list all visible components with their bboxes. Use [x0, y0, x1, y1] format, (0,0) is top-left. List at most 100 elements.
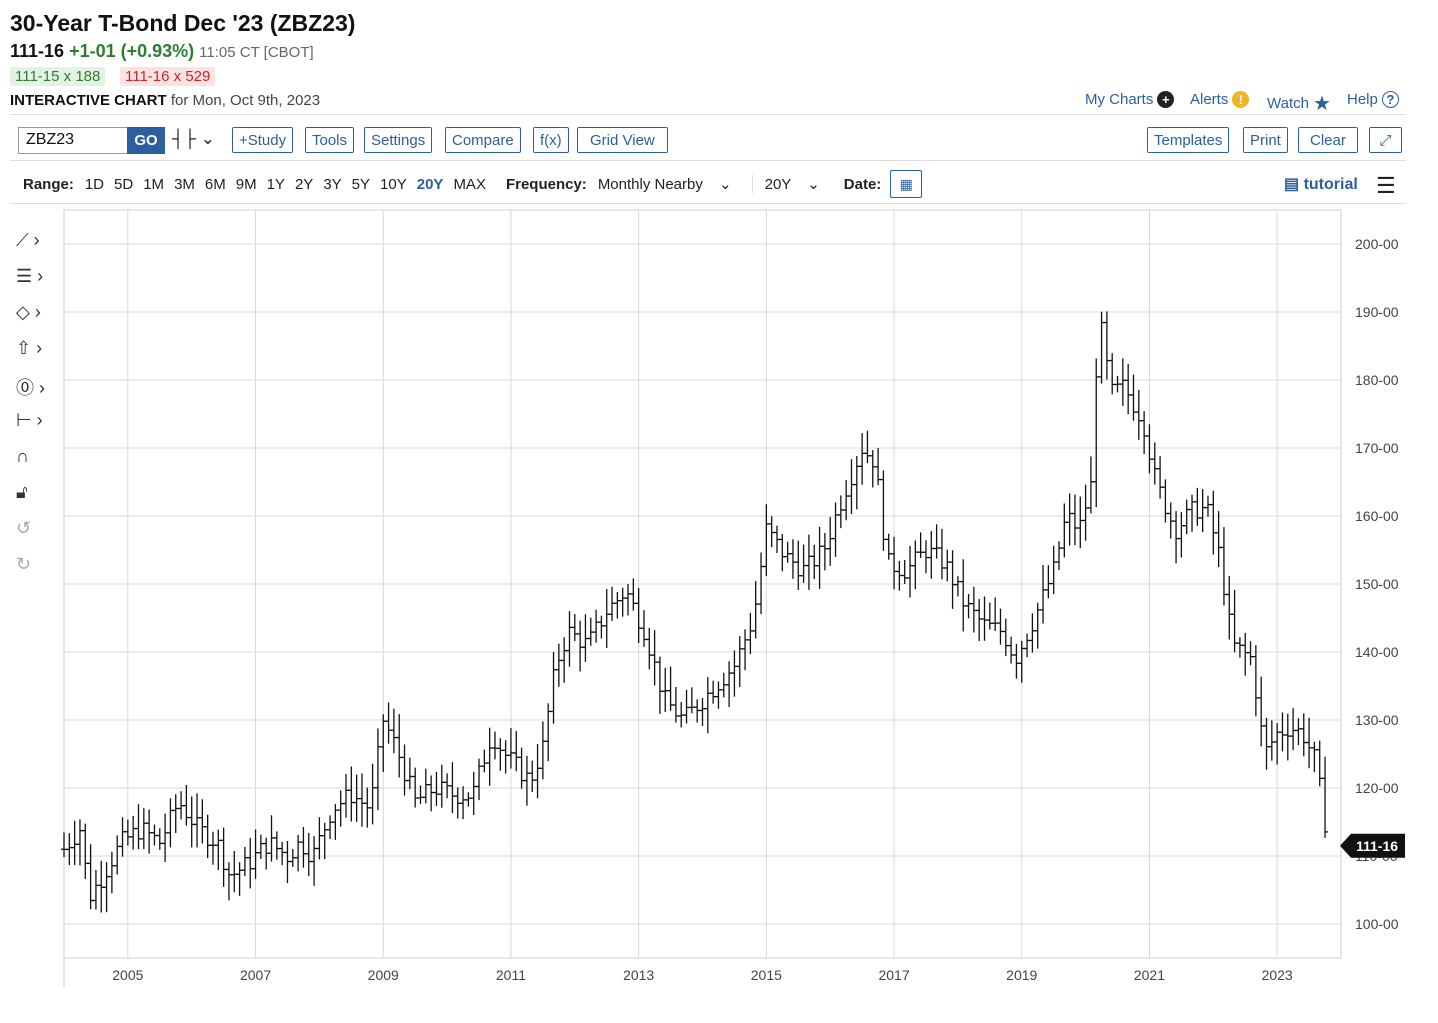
y-tick-label: 140-00 — [1355, 644, 1399, 660]
grid-view-button[interactable]: Grid View — [577, 127, 668, 153]
y-tick-label: 190-00 — [1355, 304, 1399, 320]
y-tick-label: 180-00 — [1355, 372, 1399, 388]
watch-link[interactable]: Watch ★ — [1267, 91, 1331, 116]
range-option-max[interactable]: MAX — [453, 175, 486, 193]
x-tick-label: 2009 — [368, 967, 399, 983]
x-tick-label: 2021 — [1134, 967, 1165, 983]
chevron-down-icon: ⌄ — [807, 176, 820, 193]
y-tick-label: 120-00 — [1355, 780, 1399, 796]
range-option-1m[interactable]: 1M — [143, 175, 165, 193]
date-label: Date: — [843, 175, 882, 193]
magnet-icon[interactable]: ∩ — [16, 446, 29, 466]
last-price-label: 111-16 — [1356, 838, 1398, 854]
clear-button[interactable]: Clear — [1298, 127, 1358, 153]
alerts-label: Alerts — [1190, 91, 1229, 108]
y-tick-label: 170-00 — [1355, 440, 1399, 456]
ask-badge: 111-16 x 529 — [120, 67, 216, 86]
bid-badge: 111-15 x 188 — [10, 67, 106, 86]
function-button[interactable]: f(x) — [533, 127, 569, 153]
range-bar: Range: 1D 5D 1M 3M 6M 9M 1Y 2Y 3Y 5Y 10Y 20Y MAX Fre… — [23, 170, 923, 198]
undo-icon[interactable]: ↺ — [16, 518, 32, 538]
help-icon: ? — [1381, 91, 1399, 108]
x-tick-label: 2007 — [240, 967, 271, 983]
symbol-input[interactable]: ZBZ23 — [18, 127, 128, 154]
print-button[interactable]: Print — [1243, 127, 1288, 153]
help-link[interactable]: Help ? — [1347, 91, 1399, 108]
frequency-select[interactable]: Monthly Nearby ⌄ — [598, 175, 732, 193]
study-button[interactable]: +Study — [232, 127, 294, 153]
measure-tool-icon[interactable]: ⊢ › — [16, 410, 43, 430]
my-charts-label: My Charts — [1085, 91, 1154, 108]
x-tick-label: 2023 — [1262, 967, 1293, 983]
range-option-20y[interactable]: 20Y — [416, 175, 444, 193]
range-option-10y[interactable]: 10Y — [380, 175, 407, 193]
range-label: Range: — [23, 175, 74, 193]
x-tick-label: 2015 — [751, 967, 782, 983]
arrow-tool-icon[interactable]: ⇧ › — [16, 338, 43, 358]
alerts-link[interactable]: Alerts ! — [1190, 91, 1250, 108]
divider — [10, 160, 1406, 161]
redo-icon[interactable]: ↻ — [16, 554, 32, 574]
chart-label: INTERACTIVE CHART — [10, 92, 167, 109]
chevron-down-icon: ⌄ — [719, 176, 732, 193]
compare-button[interactable]: Compare — [445, 127, 521, 153]
watch-label: Watch — [1267, 95, 1309, 112]
range-option-5d[interactable]: 5D — [114, 175, 134, 193]
x-tick-label: 2013 — [623, 967, 654, 983]
y-tick-label: 200-00 — [1355, 236, 1399, 252]
chart-date: for Mon, Oct 9th, 2023 — [170, 92, 321, 109]
y-tick-label: 130-00 — [1355, 712, 1399, 728]
x-tick-label: 2011 — [496, 967, 526, 983]
fib-tool-icon[interactable]: ☰ › — [16, 266, 44, 286]
range-option-3y[interactable]: 3Y — [323, 175, 342, 193]
templates-button[interactable]: Templates — [1147, 127, 1230, 153]
settings-button[interactable]: Settings — [364, 127, 433, 153]
x-tick-label: 2005 — [112, 967, 143, 983]
last-price-marker — [1340, 833, 1405, 858]
menu-icon[interactable]: ☰ — [1376, 173, 1396, 198]
line-tool-icon[interactable]: ⟋ › — [16, 230, 40, 250]
range-option-3m[interactable]: 3M — [174, 175, 195, 193]
plus-circle-icon: + — [1157, 91, 1175, 108]
lock-icon[interactable]: 🔓︎ — [16, 482, 28, 502]
calendar-icon[interactable]: ▦ — [890, 170, 923, 198]
range-option-2y[interactable]: 2Y — [294, 175, 314, 193]
y-tick-label: 160-00 — [1355, 508, 1399, 524]
y-tick-label: 100-00 — [1355, 916, 1399, 932]
frequency-label: Frequency: — [505, 175, 587, 193]
tutorial-label: tutorial — [1303, 176, 1358, 193]
expand-icon[interactable]: ⤢ — [1369, 127, 1402, 153]
shape-tool-icon[interactable]: ◇ › — [16, 302, 41, 322]
label-tool-icon[interactable]: ⓪ › — [16, 378, 45, 398]
range-option-6m[interactable]: 6M — [204, 175, 226, 193]
range-option-9m[interactable]: 9M — [235, 175, 257, 193]
range-option-5y[interactable]: 5Y — [351, 175, 371, 193]
tools-button[interactable]: Tools — [305, 127, 355, 153]
tutorial-link[interactable]: ▤ tutorial — [1284, 174, 1358, 194]
page-title: 30-Year T-Bond Dec '23 (ZBZ23) — [10, 10, 356, 36]
price-change: +1-01 (+0.93%) — [69, 41, 195, 61]
my-charts-link[interactable]: My Charts + — [1085, 91, 1175, 108]
x-tick-label: 2019 — [1006, 967, 1037, 983]
range-option-1y[interactable]: 1Y — [266, 175, 285, 193]
frequency-value: Monthly Nearby — [597, 176, 703, 193]
range-list: 1D 5D 1M 3M 6M 9M 1Y 2Y 3Y 5Y 10Y 20Y MAX — [85, 176, 496, 193]
y-tick-label: 150-00 — [1355, 576, 1399, 592]
film-icon: ▤ — [1284, 176, 1300, 193]
bar-type-icon[interactable]: ┤├ ⌄ — [172, 129, 216, 148]
period-select[interactable]: 20Y ⌄ — [751, 175, 820, 193]
star-icon: ★ — [1312, 93, 1331, 115]
range-option-1d[interactable]: 1D — [84, 175, 105, 193]
period-value: 20Y — [764, 176, 792, 193]
quote-time: 11:05 CT [CBOT] — [199, 44, 314, 61]
chart-heading: INTERACTIVE CHART for Mon, Oct 9th, 2023 — [10, 92, 320, 109]
x-tick-label: 2017 — [878, 967, 909, 983]
price-chart[interactable]: 100-00110-00120-00130-00140-00150-00160-… — [0, 205, 1438, 1005]
go-button[interactable]: GO — [127, 127, 165, 154]
quote-line: 111-16 +1-01 (+0.93%) 11:05 CT [CBOT] — [10, 41, 314, 62]
divider — [10, 114, 1406, 115]
last-price: 111-16 — [10, 41, 65, 61]
alert-icon: ! — [1232, 91, 1250, 108]
divider — [10, 203, 1406, 204]
help-label: Help — [1347, 91, 1378, 108]
